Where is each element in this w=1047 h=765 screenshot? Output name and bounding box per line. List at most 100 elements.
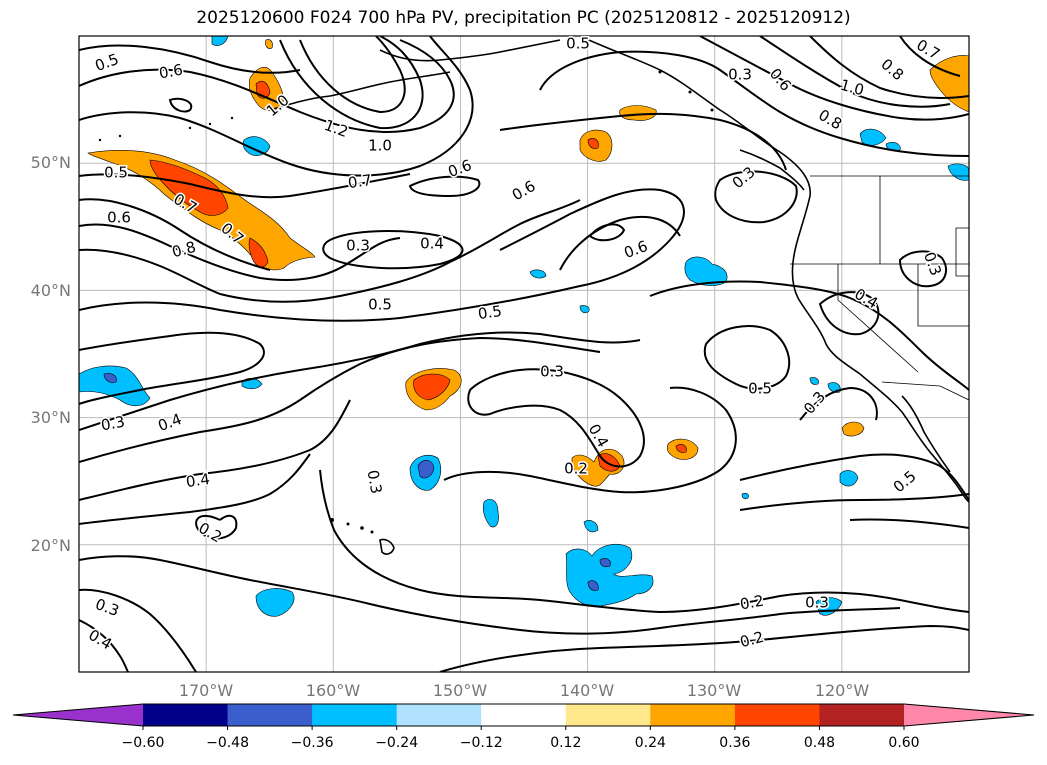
lon-tick-label: 150°W	[433, 681, 488, 700]
state-border	[837, 264, 919, 373]
pv-contour	[79, 199, 581, 303]
pv-contour	[539, 50, 969, 157]
colorbar-segment	[565, 704, 651, 726]
pv-contour	[79, 453, 311, 525]
colorbar-tick-label: −0.36	[291, 735, 334, 751]
precip-strongly-negative-region	[599, 558, 611, 568]
pv-contour	[408, 175, 481, 198]
aleutian-islet	[188, 126, 192, 130]
pv-contour	[79, 36, 474, 177]
colorbar-tick-label: −0.60	[122, 735, 165, 751]
coastlines	[269, 36, 969, 555]
precip-negative-region	[565, 544, 654, 607]
pv-contour	[79, 39, 455, 133]
pv-contour	[439, 624, 969, 672]
colorbar-segment	[734, 704, 820, 726]
colorbar-tick-label: −0.12	[460, 735, 503, 751]
precip-strongly-negative-region	[417, 459, 435, 479]
lon-tick-label: 160°W	[306, 681, 361, 700]
contour-value-label: 1.0	[368, 137, 392, 155]
pv-contour	[899, 36, 961, 77]
colorbar-segment	[143, 704, 229, 726]
contour-value-label: 0.2	[564, 460, 588, 478]
pv-contour	[299, 36, 406, 114]
colorbar-tick-label: 0.24	[635, 735, 666, 751]
lon-tick-label: 170°W	[179, 681, 234, 700]
colorbar-extend-low	[13, 704, 143, 726]
baja-coastline	[901, 395, 951, 473]
colorbar-segment	[312, 704, 398, 726]
pv-contour	[79, 188, 685, 322]
precip-strong-region	[413, 373, 451, 401]
contour-value-label: 0.6	[158, 61, 185, 83]
pv-contour	[79, 44, 301, 74]
contour-value-label: 0.2	[739, 592, 766, 614]
precip-negative-region	[579, 305, 590, 314]
precip-strongly-negative-region	[103, 373, 117, 383]
contour-value-label: 0.3	[805, 594, 829, 612]
pv-contour	[559, 215, 681, 271]
contour-value-label: 0.5	[566, 35, 590, 53]
chart-title: 2025120600 F024 700 hPa PV, precipitatio…	[196, 8, 851, 28]
north-america-coastline	[579, 36, 969, 503]
pv-contour	[799, 386, 878, 421]
political-borders	[790, 175, 969, 401]
state-border	[955, 227, 969, 277]
pv-contour	[699, 36, 969, 121]
pv-contour	[195, 514, 238, 540]
colorbar-segment	[481, 704, 567, 726]
pv-contour	[714, 170, 798, 224]
pv-contour	[319, 469, 969, 614]
aleutian-islet	[208, 122, 212, 126]
precip-negative-region	[529, 269, 547, 279]
pv-contour	[818, 291, 880, 336]
contour-value-label: 0.5	[368, 296, 392, 314]
precip-negative-region	[839, 470, 859, 487]
pv-contour	[79, 331, 265, 405]
contour-value-label: 0.5	[477, 302, 503, 323]
pv-contour	[79, 336, 601, 463]
pv-contour	[79, 619, 129, 672]
aleutian-islet	[230, 116, 234, 120]
pv-contour	[79, 588, 197, 672]
pv-contour	[588, 223, 626, 242]
colorbar-tick-label: 0.12	[550, 735, 581, 751]
aleutian-islet	[98, 138, 102, 142]
precip-negative-region	[482, 499, 499, 528]
precip-negative-region	[242, 136, 271, 156]
precip-strong-region	[675, 444, 687, 453]
lon-tick-label: 140°W	[560, 681, 615, 700]
vancouver-island	[739, 149, 805, 191]
pv-contour	[168, 97, 193, 113]
precip-positive-region	[841, 421, 865, 437]
precip-negative-region	[809, 377, 819, 385]
pv-contour	[849, 518, 969, 529]
pv-contour	[739, 493, 969, 511]
contour-value-label: 0.3	[540, 363, 564, 381]
precip-positive-region	[619, 105, 657, 121]
colorbar-tick-label: 0.48	[804, 735, 835, 751]
islands	[98, 70, 714, 534]
precip-strongly-negative-region	[587, 580, 599, 591]
colorbar-segment	[819, 704, 905, 726]
alaska-panhandle-islet	[688, 90, 692, 94]
pv-contour	[649, 280, 969, 391]
colorbar-segment	[396, 704, 482, 726]
precip-strong-region	[587, 138, 599, 149]
pv-contour	[79, 173, 411, 199]
us-mexico-border	[881, 381, 969, 401]
contour-value-label: 0.3	[728, 66, 752, 84]
hawaii-island	[379, 538, 395, 555]
precip-negative-region	[583, 520, 599, 533]
contour-value-label: 0.5	[104, 164, 128, 182]
contour-value-label: 0.3	[346, 237, 370, 255]
axis-ticks: 170°W 160°W 150°W 140°W 130°W 120°W 50°N…	[31, 153, 870, 700]
pv-contour	[898, 250, 947, 288]
alaska-coast	[379, 39, 561, 62]
pv-contours	[79, 36, 969, 672]
precip-strong-region	[149, 159, 229, 216]
lon-tick-label: 120°W	[815, 681, 870, 700]
colorbar-tick-label: 0.60	[888, 735, 919, 751]
pv-contour	[79, 198, 271, 271]
